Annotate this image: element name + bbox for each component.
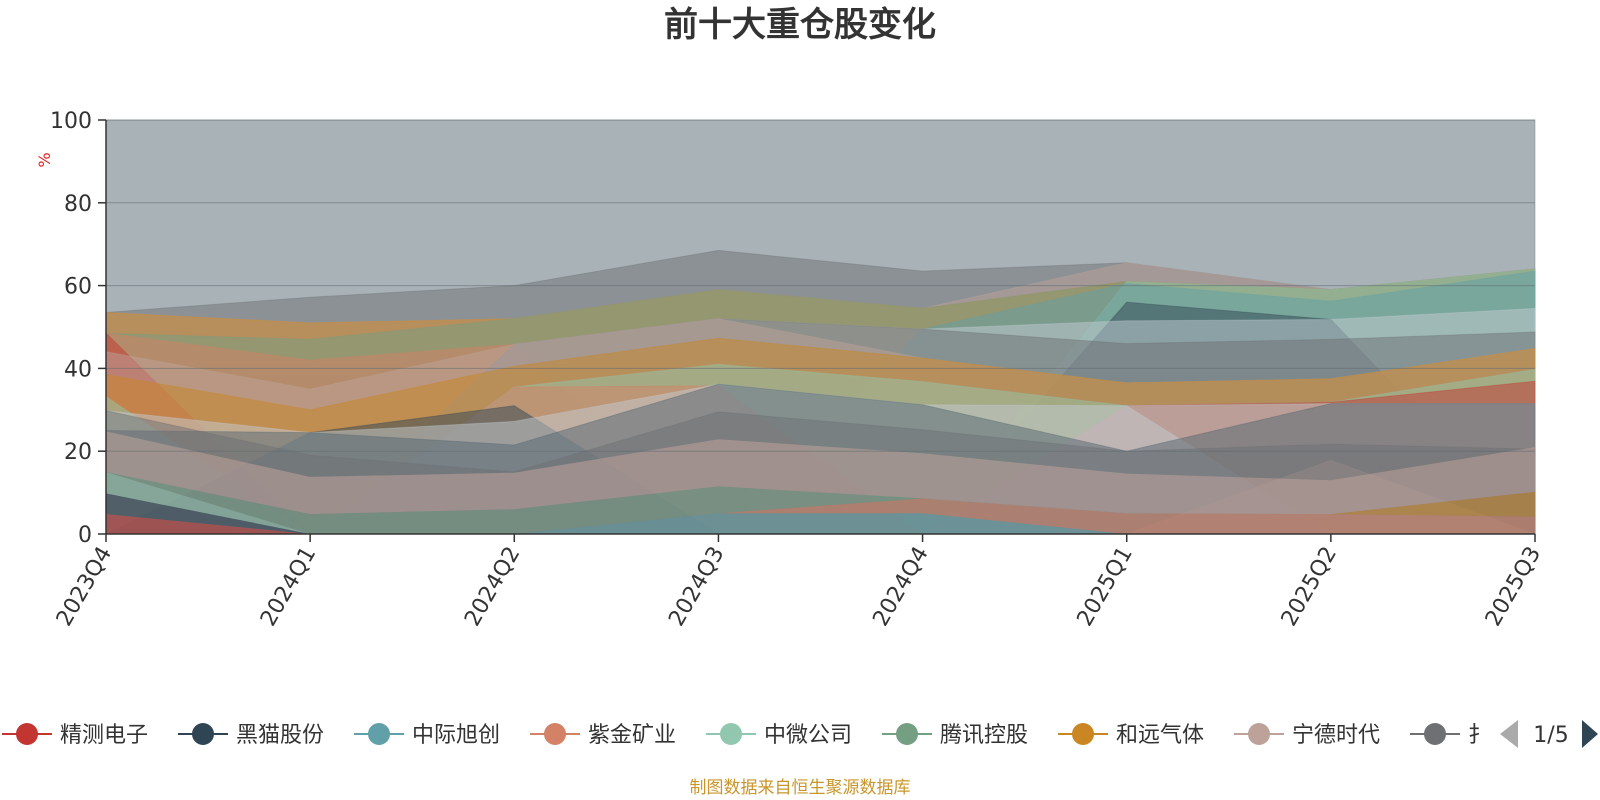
x-tick-label-0: 2023Q4 [52,543,117,631]
legend-item[interactable]: 和远气体 [1058,723,1204,748]
legend-label: 黑猫股份 [236,723,324,748]
legend-label: 和远气体 [1116,723,1204,748]
legend-item[interactable]: 紫金矿业 [530,723,676,748]
legend-circle-marker [368,723,390,745]
legend-items: 精测电子 黑猫股份 中际旭创 紫金矿业 中微公司 腾讯控股 和远气体 宁德时代 扌 [2,723,1490,748]
legend-label: 紫金矿业 [588,723,676,748]
legend-label: 宁德时代 [1292,723,1380,748]
legend-item[interactable]: 精测电子 [2,723,148,748]
chart-title: 前十大重仓股变化 [664,5,936,45]
x-tick-label-5: 2025Q1 [1073,543,1138,631]
legend-item[interactable]: 中际旭创 [354,723,500,748]
legend-prev-page-icon[interactable] [1500,720,1518,748]
data-source-note: 制图数据来自恒生聚源数据库 [689,778,911,798]
legend-label: 中微公司 [764,723,852,748]
series-area-2 [106,493,1535,534]
area-layers [105,119,1537,535]
x-tick-label-4: 2024Q4 [868,543,933,631]
x-tick-label-6: 2025Q2 [1277,543,1342,631]
legend-label: 腾讯控股 [940,723,1028,748]
legend-label: 中际旭创 [412,723,500,748]
series-area-5 [106,471,1535,534]
legend-circle-marker [1072,723,1094,745]
y-tick-label-5: 100 [50,109,92,134]
y-tick-label-1: 20 [64,440,92,465]
y-tick-label-2: 40 [64,357,92,382]
legend-label: 扌 [1468,723,1490,748]
legend-pager: 1/5 [1500,720,1598,748]
y-axis-unit-label: % [35,152,54,167]
series-area-0 [106,514,1535,534]
legend-item[interactable]: 腾讯控股 [882,723,1028,748]
series-area-6 [106,471,1535,517]
legend-circle-marker [1248,723,1270,745]
legend-item[interactable]: 黑猫股份 [178,723,324,748]
series-area-3 [106,493,1535,534]
series-area-7 [106,431,1535,515]
x-tick-label-2: 2024Q2 [460,543,525,631]
legend-circle-marker [192,723,214,745]
legend-item[interactable]: 宁德时代 [1234,723,1380,748]
legend: 精测电子 黑猫股份 中际旭创 紫金矿业 中微公司 腾讯控股 和远气体 宁德时代 扌 1/5 [2,720,1598,748]
legend-circle-marker [544,723,566,745]
legend-item[interactable]: 扌 [1410,723,1490,748]
legend-circle-marker [16,723,38,745]
x-tick-label-1: 2024Q1 [256,543,321,631]
legend-circle-marker [896,723,918,745]
x-tick-label-7: 2025Q3 [1481,543,1546,631]
legend-label: 精测电子 [60,723,148,748]
y-tick-label-4: 80 [64,192,92,217]
y-tick-label-3: 60 [64,275,92,300]
grid-lines [106,119,1535,452]
legend-page-indicator: 1/5 [1533,723,1568,748]
legend-circle-marker [1424,723,1446,745]
y-tick-label-0: 0 [78,523,92,548]
x-tick-label-3: 2024Q3 [664,543,729,631]
legend-item[interactable]: 中微公司 [706,723,852,748]
legend-circle-marker [720,723,742,745]
legend-next-page-icon[interactable] [1582,720,1598,748]
